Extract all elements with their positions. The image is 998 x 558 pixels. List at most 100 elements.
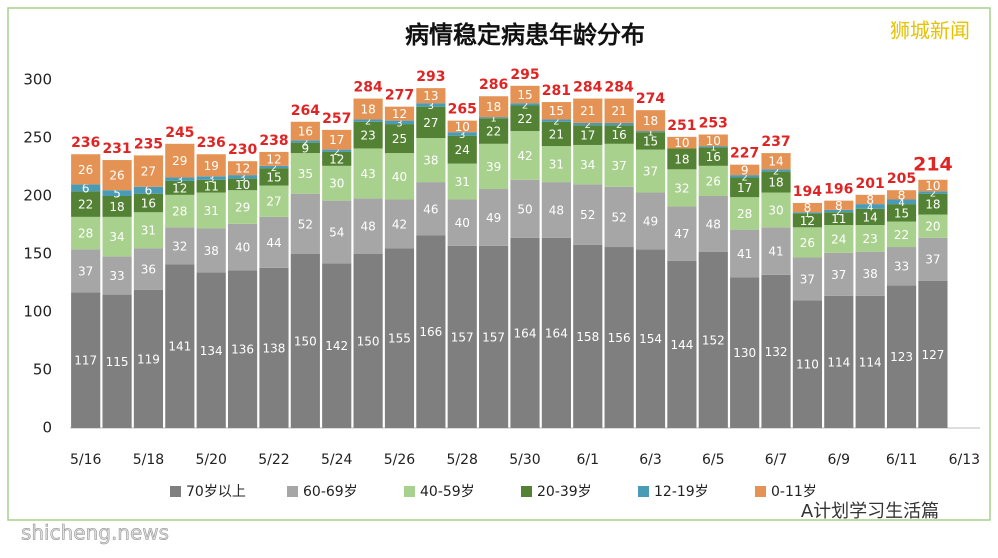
legend-label: 12-19岁 — [654, 484, 709, 500]
value-label: 9 — [741, 163, 749, 177]
bar-segment — [322, 200, 352, 264]
value-label: 22 — [517, 112, 532, 126]
bar-segment — [855, 208, 885, 225]
value-label: 155 — [388, 332, 411, 346]
total-label: 251 — [667, 118, 696, 134]
bar-segment — [824, 225, 854, 253]
value-label: 142 — [325, 339, 348, 353]
value-label: 26 — [706, 174, 721, 188]
value-label: 15 — [266, 170, 281, 184]
legend-label: 20-39岁 — [537, 484, 592, 500]
value-label: 132 — [765, 345, 788, 359]
total-label: 227 — [730, 146, 759, 162]
value-label: 110 — [796, 358, 819, 372]
bar-segment — [479, 118, 509, 144]
bar-segment — [604, 125, 634, 144]
bar-segment — [918, 214, 948, 238]
bar-segment — [824, 252, 854, 296]
bar-segment — [667, 136, 697, 149]
value-label: 18 — [768, 176, 783, 190]
value-label: 29 — [172, 154, 187, 168]
bar-segment — [133, 248, 164, 290]
value-label: 15 — [643, 134, 658, 148]
value-label: 1 — [490, 114, 496, 125]
value-label: 50 — [517, 202, 532, 216]
bar-segment — [447, 245, 477, 428]
value-label: 29 — [235, 201, 250, 215]
value-label: 150 — [357, 335, 380, 349]
value-label: 3 — [396, 118, 402, 129]
value-label: 16 — [141, 196, 156, 210]
x-tick-label: 5/22 — [258, 452, 289, 468]
total-label: 245 — [165, 125, 194, 141]
bar-segment — [353, 98, 383, 120]
bar-segment — [761, 274, 791, 428]
bar-segment — [730, 175, 760, 178]
value-label: 17 — [329, 133, 344, 147]
value-label: 164 — [545, 326, 568, 340]
value-label: 6 — [145, 184, 153, 198]
value-label: 2 — [553, 117, 559, 128]
bar-segment — [384, 124, 415, 154]
bar-segment — [761, 192, 791, 228]
total-label: 201 — [856, 176, 885, 192]
value-label: 152 — [702, 333, 725, 347]
bar-segment — [196, 272, 226, 428]
value-label: 46 — [423, 202, 438, 216]
value-label: 34 — [109, 230, 124, 244]
legend-label: 40-59岁 — [420, 484, 475, 500]
value-label: 36 — [141, 263, 156, 277]
bar-segment — [416, 138, 446, 183]
watermark: A计划学习生活篇 — [801, 501, 939, 522]
value-label: 38 — [863, 267, 878, 281]
value-label: 166 — [419, 325, 442, 339]
value-label: 3 — [177, 175, 183, 186]
bar-segment — [667, 260, 697, 428]
y-tick-label: 50 — [33, 361, 52, 379]
value-label: 28 — [78, 227, 93, 241]
bar-segment — [824, 295, 854, 428]
bar-segment — [196, 192, 226, 229]
watermark: 狮城新闻 — [890, 19, 970, 43]
bar-segment — [918, 237, 948, 281]
bar-segment — [573, 122, 603, 126]
value-label: 28 — [737, 207, 752, 221]
bar-segment — [196, 176, 226, 180]
legend-swatch — [755, 486, 766, 497]
bar-segment — [102, 294, 132, 428]
bar-segment — [604, 98, 634, 123]
value-label: 54 — [329, 225, 344, 239]
value-label: 2 — [522, 100, 528, 111]
bar-segment — [635, 192, 666, 250]
total-label: 295 — [510, 67, 539, 83]
value-label: 5 — [113, 187, 121, 201]
bar-segment — [855, 295, 885, 428]
bar-segment — [447, 163, 477, 200]
value-label: 15 — [894, 206, 909, 220]
value-label: 3 — [239, 173, 245, 184]
total-label: 284 — [605, 80, 634, 96]
value-label: 27 — [141, 165, 156, 179]
value-label: 10 — [455, 120, 470, 134]
value-label: 150 — [294, 335, 317, 349]
x-tick-label: 5/18 — [133, 452, 164, 468]
bar-segment — [290, 142, 320, 154]
bar-segment — [102, 256, 132, 295]
bar-segment — [259, 168, 289, 186]
value-label: 10 — [706, 134, 721, 148]
bar-segment — [479, 245, 509, 428]
bar-segment — [165, 264, 195, 428]
bar-segment — [227, 178, 258, 191]
value-label: 16 — [298, 125, 313, 139]
bar-segment — [761, 169, 791, 172]
x-tick-label: 5/30 — [509, 452, 540, 468]
value-label: 8 — [804, 201, 812, 215]
bar-segment — [886, 247, 917, 286]
total-label: 236 — [71, 135, 100, 151]
bar-segment — [855, 251, 885, 296]
value-label: 22 — [486, 125, 501, 139]
value-label: 40 — [235, 241, 250, 255]
total-label: 236 — [197, 135, 226, 151]
y-tick-label: 150 — [23, 245, 52, 263]
bar-segment — [792, 227, 823, 258]
